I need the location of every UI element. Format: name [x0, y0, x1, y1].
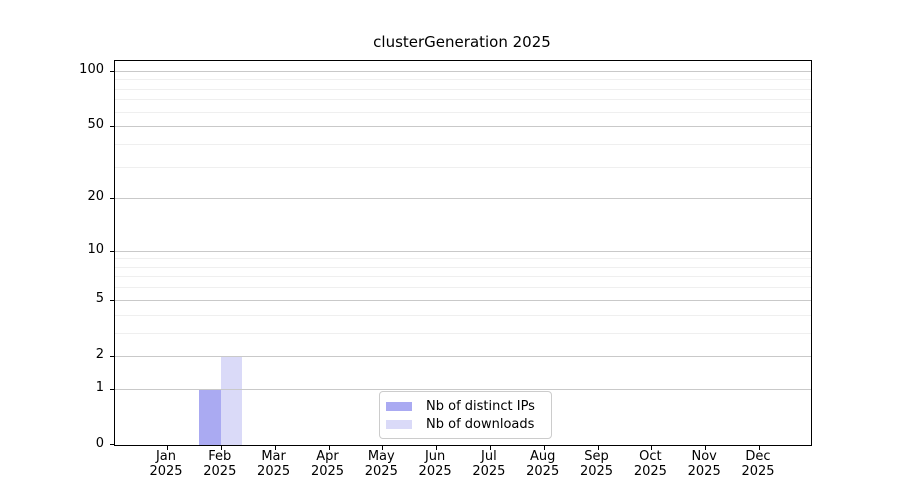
x-tick-month: Dec [745, 449, 771, 464]
legend-label-distinct-ips: Nb of distinct IPs [426, 398, 535, 414]
y-gridline-minor [115, 166, 811, 168]
y-gridline-minor [115, 332, 811, 334]
x-tick-month: May [367, 449, 395, 464]
x-tick-year: 2025 [741, 463, 775, 479]
x-tick-label: Aug 2025 [511, 449, 575, 479]
y-gridline-minor [115, 287, 811, 289]
x-tick-year: 2025 [687, 463, 721, 479]
x-tick [543, 446, 545, 450]
y-gridline-major [115, 250, 811, 252]
x-tick [220, 446, 222, 450]
y-tick [110, 388, 114, 390]
y-tick-label: 1 [95, 379, 104, 395]
x-tick-label: Apr 2025 [296, 449, 360, 479]
x-tick-year: 2025 [310, 463, 345, 479]
plot-area: Nb of distinct IPs Nb of downloads [110, 60, 812, 450]
x-tick [705, 446, 707, 450]
chart-title: clusterGeneration 2025 [373, 33, 551, 51]
y-tick [110, 444, 114, 445]
legend-item-downloads: Nb of downloads [386, 415, 543, 433]
x-tick [382, 446, 384, 450]
y-gridline-major [115, 126, 811, 128]
y-gridline-minor [115, 276, 811, 278]
x-tick [167, 446, 168, 450]
x-tick-label: Jul 2025 [457, 449, 521, 479]
x-tick-month: Mar [261, 449, 286, 464]
x-tick-month: Oct [639, 449, 662, 464]
x-tick-month: Jun [424, 449, 446, 464]
y-tick [110, 126, 114, 128]
x-tick-year: 2025 [203, 463, 237, 479]
x-tick [436, 446, 438, 450]
bar-nb-of-downloads [220, 355, 243, 445]
x-tick-month: Jul [481, 449, 497, 464]
x-tick-month: Apr [316, 449, 339, 464]
x-tick-month: Feb [208, 449, 232, 464]
x-tick-label: Nov 2025 [672, 449, 736, 479]
y-tick [110, 198, 114, 200]
legend-swatch-distinct-ips-icon [386, 401, 412, 411]
x-tick-label: Jan 2025 [134, 449, 198, 479]
y-tick-label: 2 [95, 346, 104, 362]
x-tick-year: 2025 [526, 463, 560, 479]
x-tick-label: May 2025 [349, 449, 413, 479]
x-tick-year: 2025 [579, 463, 614, 479]
x-tick-label: Sep 2025 [565, 449, 629, 479]
legend-label-downloads: Nb of downloads [426, 416, 535, 432]
x-tick-label: Dec 2025 [726, 449, 790, 479]
y-gridline-minor [115, 266, 811, 268]
x-tick-year: 2025 [257, 463, 291, 479]
y-tick [110, 250, 114, 252]
y-tick [110, 355, 114, 357]
bar-nb-of-distinct-ips [199, 388, 221, 445]
x-tick [328, 446, 330, 450]
x-tick [489, 446, 491, 450]
y-gridline-minor [115, 111, 811, 113]
x-tick [651, 446, 653, 450]
x-tick-month: Aug [529, 449, 556, 464]
x-tick-month: Sep [584, 449, 609, 464]
x-tick-year: 2025 [472, 463, 506, 479]
y-tick-label: 50 [87, 117, 104, 133]
x-tick-label: Mar 2025 [242, 449, 306, 479]
x-tick-month: Jan [155, 449, 177, 464]
legend-item-distinct-ips: Nb of distinct IPs [386, 397, 543, 415]
y-gridline-minor [115, 99, 811, 101]
x-tick-year: 2025 [364, 463, 398, 479]
y-tick [110, 70, 114, 72]
y-tick-label: 5 [95, 290, 104, 306]
x-tick-year: 2025 [149, 463, 183, 479]
x-tick-label: Jun 2025 [403, 449, 467, 479]
legend-swatch-downloads-icon [386, 419, 412, 429]
y-tick-label: 10 [87, 241, 104, 257]
x-tick-month: Nov [691, 449, 717, 464]
x-tick [274, 446, 276, 450]
y-gridline-major [115, 299, 811, 301]
y-gridline-minor [115, 79, 811, 81]
y-gridline-major [115, 388, 811, 390]
y-gridline-major [115, 70, 811, 72]
y-gridline-major [115, 355, 811, 357]
y-tick-label: 20 [87, 189, 104, 205]
x-tick-year: 2025 [418, 463, 452, 479]
x-tick [597, 446, 599, 450]
y-tick [110, 299, 114, 301]
x-tick-label: Oct 2025 [618, 449, 682, 479]
x-tick [759, 446, 760, 450]
y-gridline-minor [115, 88, 811, 90]
y-gridline-minor [115, 314, 811, 316]
y-tick-label: 0 [95, 436, 104, 451]
y-gridline-minor [115, 143, 811, 145]
y-gridline-minor [115, 258, 811, 260]
legend: Nb of distinct IPs Nb of downloads [379, 391, 552, 439]
y-tick-label: 100 [79, 61, 104, 77]
x-tick-year: 2025 [633, 463, 667, 479]
y-gridline-major [115, 198, 811, 200]
x-tick-label: Feb 2025 [188, 449, 252, 479]
